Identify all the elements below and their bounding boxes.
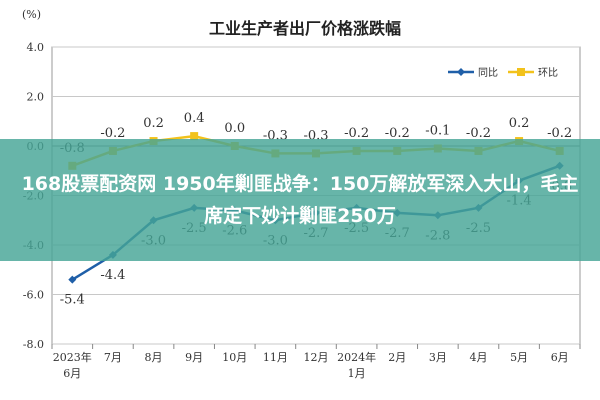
x-tick-label: 3月 (429, 351, 447, 364)
x-tick-label: 9月 (185, 351, 203, 364)
data-label: -4.4 (100, 268, 125, 283)
data-label: -0.2 (385, 126, 410, 141)
x-tick-label: 4月 (469, 351, 487, 364)
legend-marker (517, 68, 525, 76)
data-label: 0.4 (184, 111, 205, 126)
y-tick-label: -6.0 (23, 289, 44, 302)
data-point (190, 132, 199, 141)
x-tick-label: 6月 (551, 351, 569, 364)
legend-label: 环比 (538, 67, 558, 79)
data-label: -0.1 (425, 123, 450, 138)
y-tick-label: 4.0 (27, 41, 45, 54)
x-tick-label: 6月 (63, 367, 81, 380)
x-tick-label: 11月 (263, 351, 288, 364)
x-tick-label: 5月 (510, 351, 528, 364)
x-tick-label: 12月 (304, 351, 329, 364)
y-tick-label: 2.0 (27, 91, 45, 104)
y-tick-label: -8.0 (23, 338, 44, 351)
x-tick-label: 1月 (348, 367, 366, 380)
x-tick-label: 2024年 (337, 350, 376, 364)
y-axis-unit: (%) (22, 8, 41, 21)
data-label: -0.2 (344, 126, 369, 141)
overlay-text[interactable]: 168股票配资网 1950年剿匪战争：150万解放军深入大山，毛主席定下妙计剿匪… (21, 173, 579, 227)
data-label: 0.2 (143, 116, 164, 131)
legend-marker (457, 68, 465, 76)
data-point (68, 275, 77, 284)
data-label: 0.0 (224, 121, 245, 136)
x-tick-label: 2023年 (53, 350, 92, 364)
data-label: -0.2 (547, 126, 572, 141)
x-tick-label: 8月 (145, 351, 163, 364)
data-label: -5.4 (60, 293, 85, 308)
x-tick-labels: 2023年 6月 7月 8月 9月 10月 11月 12月 2024年 1月 2月 3月 4月 5月 6月 (53, 350, 569, 380)
legend-label: 同比 (478, 67, 498, 79)
overlay-banner[interactable]: 168股票配资网 1950年剿匪战争：150万解放军深入大山，毛主席定下妙计剿匪… (0, 139, 600, 261)
data-label: 0.2 (509, 116, 530, 131)
legend: 同比 环比 (448, 67, 558, 79)
x-tick-label: 7月 (104, 351, 122, 364)
chart-title: 工业生产者出厂价格涨跌幅 (209, 19, 401, 38)
data-label: -0.2 (100, 126, 125, 141)
data-label: -0.2 (466, 126, 491, 141)
x-tick-label: 10月 (222, 351, 247, 364)
x-tick-label: 2月 (388, 351, 406, 364)
